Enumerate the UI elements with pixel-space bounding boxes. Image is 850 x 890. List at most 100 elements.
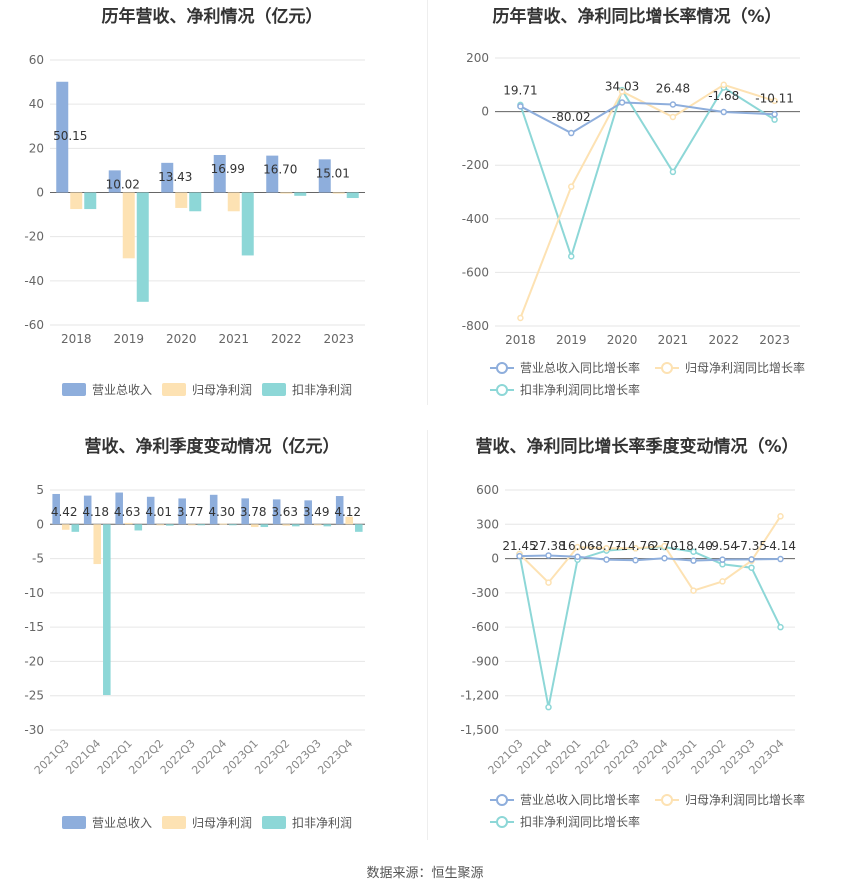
legend-swatch [62,816,86,829]
panel-divider [427,0,428,405]
x-tick-label: 2018 [505,333,536,347]
data-label: 21.45 [502,539,536,553]
legend-label: 归母净利润同比增长率 [685,360,805,375]
y-tick-label: -300 [472,586,499,600]
y-tick-label: 0 [491,552,499,566]
data-label: 50.15 [53,129,87,143]
bar-deducted-profit [103,524,111,696]
data-label: 2.70 [651,539,678,553]
panel-divider [427,430,428,840]
bar-revenue [146,496,155,525]
bar-net-profit [122,192,135,259]
bar-revenue [241,498,249,525]
data-label: 4.63 [114,505,141,519]
x-tick-label: 2018 [61,332,92,346]
data-label: 4.12 [334,505,361,519]
legend-marker [496,362,508,374]
bar-revenue [115,492,123,525]
bar-deducted-profit [294,192,307,196]
legend-swatch [262,816,286,829]
point-revenue [545,552,552,559]
bar-revenue [213,154,226,193]
data-label: -1.68 [708,89,739,103]
y-tick-label: 0 [36,186,44,200]
bar-revenue [52,493,60,525]
bar-net-profit [175,192,188,208]
bar-net-profit [282,524,291,526]
point-net-profit [618,88,626,95]
point-net-profit [720,81,727,89]
bar-revenue [56,81,69,193]
y-tick-label: -400 [462,212,489,226]
y-tick-label: -20 [24,230,44,244]
data-label: -7.35 [736,539,767,553]
y-tick-label: 5 [36,483,44,497]
bar-revenue [335,496,344,525]
bar-deducted-profit [323,524,332,527]
data-label: 16.99 [211,162,245,176]
bar-deducted-profit [136,192,149,302]
legend-label: 营业总收入同比增长率 [520,360,640,375]
chart-quarterly-growth: 营收、净利同比增长率季度变动情况（%） -1,500 -1,200 -900 -600 -… [425,430,850,860]
data-label: -80.02 [552,110,591,124]
bar-net-profit [187,524,196,526]
point-deducted-profit [568,253,575,260]
point-net-profit [777,513,784,520]
bar-net-profit [219,523,228,525]
data-label: -8.77 [591,539,622,553]
data-label: 3.78 [240,505,267,519]
data-label: -9.54 [707,539,738,553]
legend-label: 扣非净利润 [292,383,352,397]
point-revenue [669,101,677,108]
legend-swatch [62,383,86,396]
bar-revenue [209,494,218,525]
point-revenue [771,111,778,118]
chart-title: 历年营收、净利同比增长率情况（%） [492,6,781,27]
y-tick-label: 200 [466,51,489,65]
point-net-profit [719,578,726,585]
bar-deducted-profit [166,524,174,526]
legend-label: 归母净利润同比增长率 [685,792,805,807]
point-net-profit [632,545,639,552]
bar-net-profit [313,524,322,526]
legend-marker [496,384,508,396]
legend-label: 扣非净利润同比增长率 [520,382,640,397]
bar-revenue [83,495,92,525]
data-label: 15.01 [316,166,350,180]
chart-quarterly-bar-svg: 营收、净利季度变动情况（亿元）-30-25-20-15-10-5052021Q3… [24,436,365,830]
point-net-profit [574,543,581,551]
point-revenue [568,129,575,137]
chart-annual-bar: 历年营收、净利情况（亿元） -60 -40 -20 0 20 40 60 2018 2019 202… [0,0,425,430]
point-revenue [517,103,524,110]
bar-deducted-profit [197,524,206,526]
point-net-profit [545,579,552,586]
x-tick-label: 2023 [759,333,790,347]
point-revenue [720,108,727,116]
legend-label: 营业总收入 [92,816,152,830]
point-deducted-profit [777,623,784,631]
legend-marker [661,794,673,806]
data-source-note: 数据来源：恒生聚源 [366,866,484,881]
y-tick-label: 300 [476,517,499,531]
legend-label: 归母净利润 [192,383,252,397]
y-tick-label: -900 [472,654,499,668]
legend-marker [496,816,508,828]
legend-swatch [262,383,286,396]
point-revenue [748,556,755,563]
data-label: -10.11 [755,91,794,105]
x-tick-label: 2020 [607,333,638,347]
y-tick-label: -5 [32,552,44,566]
bar-deducted-profit [134,524,143,531]
bar-deducted-profit [189,192,202,212]
y-tick-label: 0 [481,105,489,119]
x-tick-label: 2021 [218,332,249,346]
y-tick-label: -1,200 [460,689,499,703]
data-label: 27.38 [531,539,565,553]
y-tick-label: 20 [29,141,44,155]
series-line-deducted-profit [519,86,776,260]
bar-net-profit [70,192,83,210]
bar-deducted-profit [84,192,97,210]
chart-annual-growth: 历年营收、净利同比增长率情况（%） -800 -600 -400 -200 0 200 201… [425,0,850,430]
data-label: -18.40 [674,539,713,553]
x-tick-label: 2022 [271,332,302,346]
